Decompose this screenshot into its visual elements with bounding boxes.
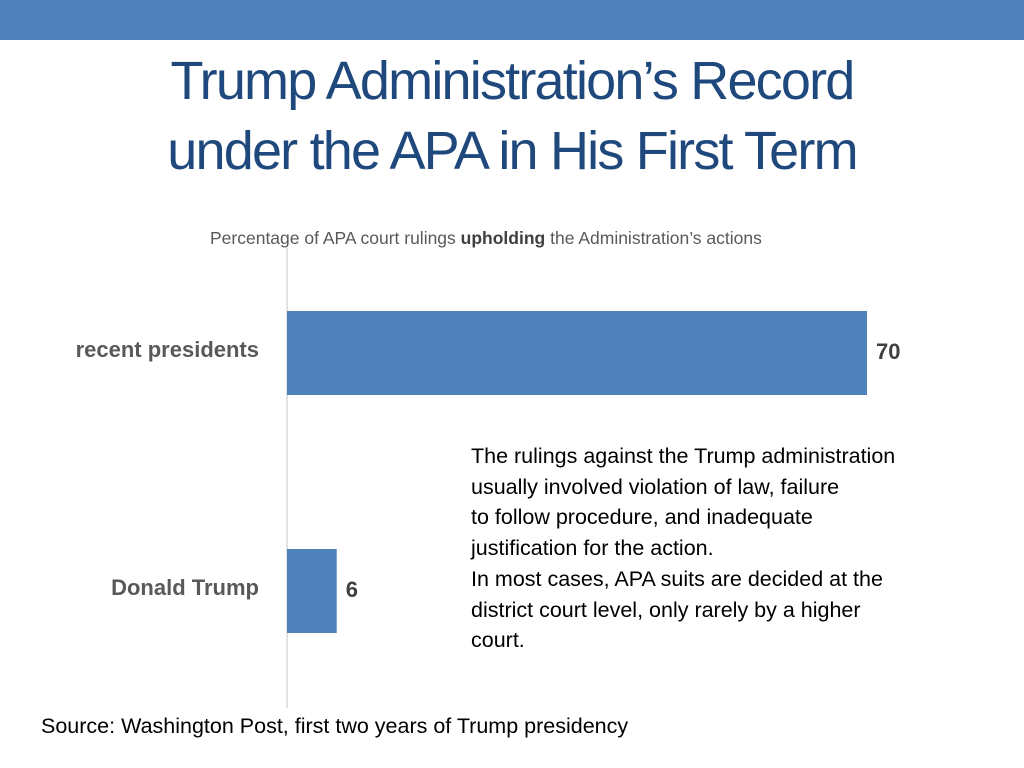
note-line: justification for the action. <box>471 536 714 561</box>
note-line: court. <box>471 628 525 653</box>
subtitle-emphasis: upholding <box>460 228 546 248</box>
chart-subtitle: Percentage of APA court rulings upholdin… <box>210 228 762 249</box>
category-label: recent presidents <box>76 337 259 362</box>
annotation-note: The rulings against the Trump administra… <box>471 441 971 656</box>
category-label: Donald Trump <box>111 575 259 600</box>
data-label: 6 <box>346 577 358 602</box>
subtitle-suffix: the Administration’s actions <box>550 228 762 248</box>
bar <box>287 311 867 395</box>
note-line: In most cases, APA suits are decided at … <box>471 566 883 591</box>
note-line: usually involved violation of law, failu… <box>471 474 840 499</box>
page-title: Trump Administration’s Record under the … <box>0 46 1024 186</box>
title-line-1: Trump Administration’s Record <box>170 51 855 111</box>
header-band <box>0 0 1024 40</box>
bar <box>287 549 337 633</box>
note-line: to follow procedure, and inadequate <box>471 505 813 530</box>
data-label: 70 <box>876 339 900 364</box>
source-note: Source: Washington Post, first two years… <box>41 714 629 738</box>
note-line: The rulings against the Trump administra… <box>471 444 896 468</box>
subtitle-prefix: Percentage of APA court rulings <box>210 228 456 248</box>
title-line-2: under the APA in His First Term <box>167 121 858 181</box>
note-line: district court level, only rarely by a h… <box>471 597 861 622</box>
